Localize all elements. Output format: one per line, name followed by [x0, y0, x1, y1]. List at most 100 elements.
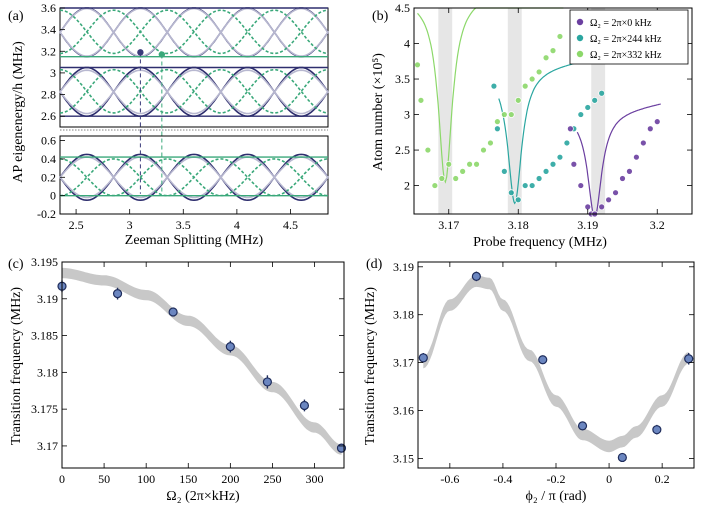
- panel-a-xtick-label: 4.5: [283, 218, 298, 232]
- panel-b-point: [598, 89, 606, 97]
- panel-b-point: [653, 118, 661, 126]
- panel-a-ytick-label: 0.4: [41, 152, 56, 166]
- panel-b-point: [417, 96, 425, 104]
- panel-b-point: [414, 61, 421, 69]
- panel-b-ytick-label: 4.5: [395, 1, 410, 15]
- panel-b-shaded-band: [507, 8, 522, 214]
- panel-d-point: [577, 421, 588, 431]
- panel-b-legend-box: [569, 9, 689, 65]
- panel-a-lower-curve: [59, 156, 329, 199]
- panel-a-ytick-label: 2.6: [41, 109, 56, 123]
- panel-c-point: [299, 400, 310, 411]
- panel-b-ylabel: Atom number (×10⁵): [371, 53, 386, 171]
- panel-b-point: [521, 182, 529, 189]
- panel-a-ytick-label: 3.4: [41, 23, 56, 37]
- panel-c-xtick-label: 250: [263, 472, 281, 486]
- panel-b-point: [514, 96, 522, 104]
- panel-a-ytick-label: 3.6: [41, 1, 56, 15]
- panel-c-points: [57, 280, 347, 453]
- panel-a-marker: [158, 51, 166, 58]
- panel-b-point: [626, 167, 633, 175]
- panel-d-point: [538, 355, 548, 365]
- panel-c-ytick-label: 3.195: [31, 255, 58, 269]
- panel-c-point: [262, 377, 272, 387]
- panel-b-point: [535, 175, 543, 182]
- panel-b-point: [480, 146, 487, 154]
- panel-b-legend: Ω₂ = 2π×0 kHz Ω₂ = 2π×244 kHz Ω₂ = 2π×332 …: [569, 9, 689, 65]
- panel-d-ticks: -0.6 -0.4 -0.2 0 0.2 3.15 3.16 3.17 3.18 3.19: [393, 260, 694, 486]
- panel-b-point: [577, 182, 585, 189]
- panel-b-point: [566, 125, 574, 133]
- panel-b-legend-label: Ω₂ = 2π×332 kHz: [590, 50, 662, 61]
- panel-d-ytick-label: 3.16: [393, 404, 414, 418]
- panel-a-ytick-label: 0.2: [41, 170, 56, 184]
- panel-b-fit-line: [576, 103, 661, 215]
- panel-c-point: [225, 342, 235, 352]
- panel-b-frame: [413, 7, 693, 215]
- panel-b-point: [584, 203, 592, 211]
- panel-d-ytick-label: 3.19: [393, 260, 414, 274]
- panel-b-ytick-label: 3.5: [395, 72, 410, 86]
- panel-d-ytick-label: 3.18: [393, 308, 414, 322]
- panel-b-point: [598, 203, 606, 211]
- panel-d-xtick-label: 0: [606, 472, 612, 486]
- panel-b-point: [452, 175, 460, 182]
- panel-b-point: [473, 160, 480, 168]
- panel-b-point: [563, 139, 571, 147]
- panel-b-point: [549, 47, 557, 55]
- panel-c-ytick-label: 3.17: [37, 439, 58, 453]
- panel-a-ytick-label: 0: [50, 189, 56, 203]
- panel-b-point: [605, 196, 612, 204]
- panel-c-xtick-label: 200: [221, 472, 239, 486]
- panel-c-ylabel: Transition frequency (MHz): [9, 287, 24, 445]
- panel-d-ylabel: Transition frequency (MHz): [363, 287, 378, 445]
- panel-c-point: [168, 307, 178, 317]
- panel-a-ytick-label: 0.6: [41, 134, 56, 148]
- panel-b-legend-marker: [576, 50, 584, 58]
- panel-b-point: [507, 111, 515, 118]
- panel-a-lower-curve: [60, 158, 329, 197]
- panel-d-label: (d): [366, 257, 383, 272]
- panel-b-ytick-label: 2: [404, 179, 410, 193]
- panel-b-point: [500, 167, 508, 175]
- panel-d-band: [423, 275, 689, 453]
- panel-b-xtick-label: 3.17: [438, 218, 459, 232]
- panel-a-upper-curve: [59, 9, 329, 55]
- panel-b-points: [414, 33, 661, 218]
- panel-c-theory-band: [62, 267, 342, 455]
- panel-a-xtick-label: 3.5: [176, 218, 191, 232]
- panel-b-point: [514, 196, 522, 204]
- panel-a-lower-curve: [59, 153, 329, 202]
- panel-b-point: [431, 182, 439, 189]
- panel-a-lower-curve: [59, 153, 329, 202]
- panel-a-curves: [59, 7, 329, 202]
- panel-a-lower-frame: [59, 135, 329, 215]
- panel-a-xtick-label: 2.5: [69, 218, 84, 232]
- panel-c-xtick-label: 100: [137, 472, 155, 486]
- panel-c-point: [112, 289, 123, 299]
- panel-d-point: [418, 353, 428, 363]
- panel-d-ytick-label: 3.15: [393, 451, 414, 465]
- panel-c-ytick-label: 3.19: [37, 292, 58, 306]
- panel-c-ytick-label: 3.18: [37, 365, 58, 379]
- panel-a-upper-curve: [59, 69, 329, 115]
- panel-b-point: [633, 153, 640, 161]
- panel-b-point: [493, 125, 501, 133]
- panel-a-ytick-label: 2.8: [41, 88, 56, 102]
- panel-b-point: [438, 175, 446, 182]
- panel-b-ytick-label: 2.5: [395, 143, 410, 157]
- panel-b-point: [445, 160, 453, 168]
- panel-d-xtick-label: -0.6: [440, 472, 459, 486]
- panel-d: (d) -0.6 -0.4 -0.2 0 0.2 3.15 3.16 3.17 3.18 3.19…: [363, 257, 695, 504]
- panel-c-ytick-label: 3.175: [31, 402, 58, 416]
- panel-d-xlabel: ϕ₂ / π (rad): [526, 489, 587, 504]
- panel-b-point: [619, 175, 626, 182]
- panel-b-point: [577, 111, 585, 118]
- panel-a-ylabel: AP eigenenergy/h (MHz): [11, 41, 26, 183]
- panel-b-label: (b): [372, 9, 389, 24]
- panel-c: (c) 0 50 100 150 200 250 300 3.17 3.175 3.18 3.185…: [8, 255, 347, 504]
- panel-b-ytick-label: 4: [404, 37, 410, 51]
- panel-c-label: (c): [8, 257, 24, 272]
- panel-b-point: [528, 182, 536, 189]
